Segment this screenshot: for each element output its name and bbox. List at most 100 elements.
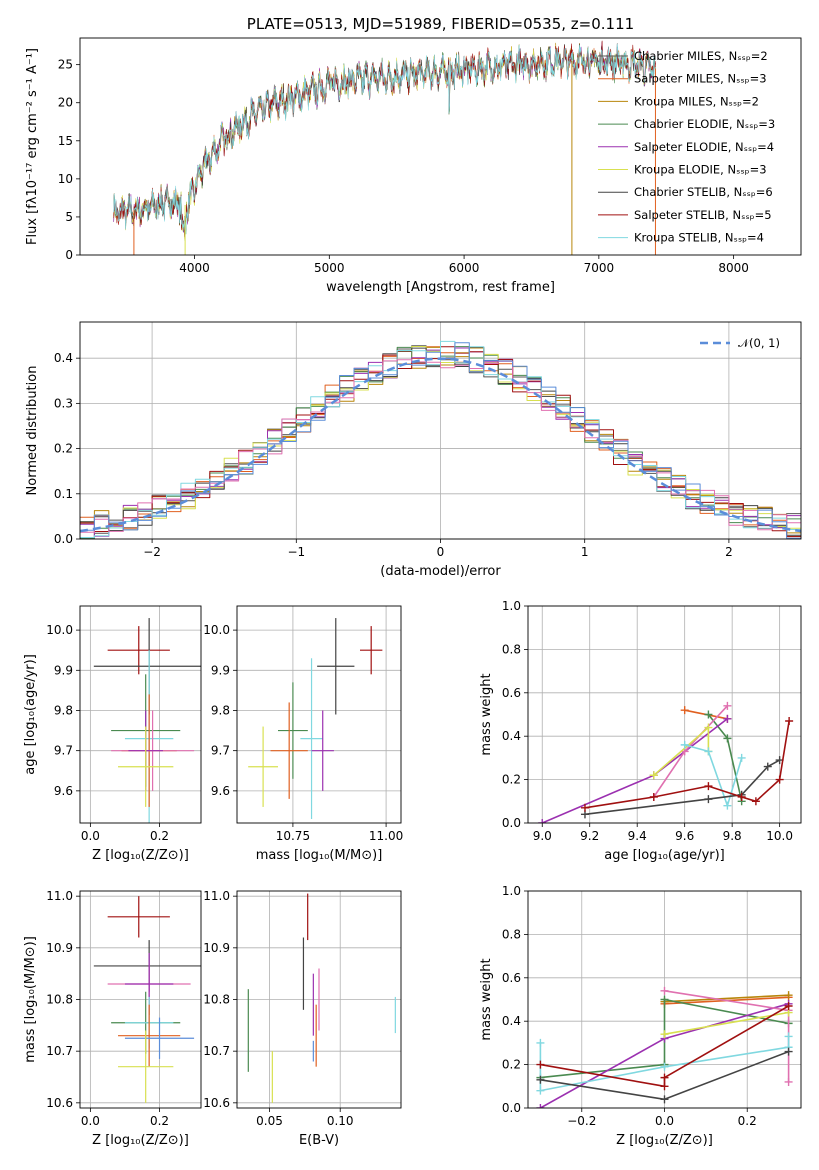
x-tick-label: 5000 [314, 261, 345, 275]
y-axis-label: Normed distribution [25, 366, 40, 496]
panel-6: 0.0 0.2 10.6 10.7 10.8 10.9 11.0 Z [log₁₀(Z/Z⊙)… [23, 889, 202, 1148]
plot-area [536, 986, 793, 1108]
x-tick-label: 9.4 [628, 829, 647, 843]
y-tick-label: 10.7 [203, 1044, 230, 1058]
y-tick-label: 9.6 [54, 784, 73, 798]
data-point-marker [784, 1032, 793, 1041]
y-axis-label: Flux [fλ10⁻¹⁷ erg cm⁻² s⁻¹ A⁻¹] [25, 48, 40, 245]
y-tick-label: 9.9 [211, 663, 230, 677]
data-point-marker [536, 1038, 545, 1047]
data-point-marker [785, 717, 794, 726]
mass-weight-line [584, 720, 790, 809]
y-tick-label: 9.7 [54, 744, 73, 758]
y-tick-label: 0 [65, 248, 73, 262]
legend-entry: 𝒩(0, 1) [738, 336, 780, 350]
data-point-marker [704, 795, 713, 804]
x-tick-label: 9.8 [723, 829, 742, 843]
data-point-marker [704, 710, 713, 719]
x-axis-label: Z [log₁₀(Z/Z⊙)] [92, 1133, 189, 1148]
data-point-marker [536, 1104, 545, 1108]
data-point-marker [660, 1095, 669, 1104]
y-tick-label: 0.0 [502, 1101, 521, 1115]
y-tick-label: 1.0 [502, 599, 521, 613]
y-tick-label: 11.0 [46, 889, 73, 903]
y-axis-label: mass [log₁₀(M/M⊙)] [23, 936, 38, 1063]
panel-3: 0.0 0.2 9.6 9.7 9.8 9.9 10.0 Z [log₁₀(Z/Z⊙)] age… [23, 605, 202, 863]
x-tick-label: 0.05 [256, 1114, 283, 1128]
x-tick-label: 10.0 [766, 829, 793, 843]
data-point-marker [775, 775, 784, 784]
x-axis-label: E(B-V) [299, 1133, 339, 1148]
data-point-marker [649, 792, 658, 801]
data-point-marker [660, 1030, 669, 1039]
mass-weight-line [664, 990, 790, 1082]
y-tick-label: 15 [58, 134, 73, 148]
plot-area [247, 893, 396, 1103]
y-tick-label: 0.8 [502, 642, 521, 656]
x-tick-label: 9.2 [580, 829, 599, 843]
panel-4: 10.75 11.00 9.6 9.7 9.8 9.9 10.0 mass [log₁₀(M/… [203, 605, 403, 863]
y-tick-label: 0.2 [54, 442, 73, 456]
y-tick-label: 10.6 [203, 1096, 230, 1110]
plot-area [80, 340, 801, 539]
y-tick-label: 20 [58, 96, 73, 110]
panel-7: 0.05 0.10 10.6 10.7 10.8 10.9 11.0 E(B-V) [203, 889, 402, 1148]
panel-5: 9.0 9.2 9.4 9.6 9.8 10.0 0.0 0.2 0.4 0.6 0.8 1.0 age… [479, 599, 802, 863]
mass-weight-line [664, 994, 789, 1003]
axes-frame [527, 605, 802, 824]
y-axis-label: mass weight [479, 673, 494, 755]
y-tick-label: 9.7 [211, 744, 230, 758]
data-point-marker [660, 1082, 669, 1091]
y-tick-label: 0.8 [502, 927, 521, 941]
y-tick-label: 10.7 [46, 1044, 73, 1058]
y-tick-label: 10.8 [46, 993, 73, 1007]
y-tick-label: 10.0 [203, 623, 230, 637]
x-tick-label: 9.6 [675, 829, 694, 843]
data-point-marker [763, 762, 772, 771]
legend-entry: Salpeter STELIB, Nₛₛₚ=5 [634, 208, 772, 222]
data-point-marker [723, 701, 732, 710]
data-point-marker [660, 995, 669, 1004]
legend-entry: Kroupa ELODIE, Nₛₛₚ=3 [634, 163, 767, 177]
legend-entry: Kroupa STELIB, Nₛₛₚ=4 [634, 231, 764, 245]
gaussian-curve [80, 357, 801, 533]
mass-weight-line [653, 726, 710, 776]
data-point-marker [704, 782, 713, 791]
x-tick-label: −0.2 [567, 1114, 596, 1128]
y-tick-label: 10.9 [46, 941, 73, 955]
x-tick-label: 10.75 [276, 829, 310, 843]
plot-area [113, 40, 656, 255]
x-axis-label: (data-model)/error [380, 564, 501, 579]
y-tick-label: 5 [65, 210, 73, 224]
plot-area [93, 618, 201, 823]
data-point-marker [680, 740, 689, 749]
panel-2: −2 −1 0 1 2 0.0 0.1 0.2 0.3 0.4 (data-model)/error… [25, 321, 802, 579]
y-tick-label: 0.2 [502, 773, 521, 787]
y-axis-label: age [log₁₀(age/yr)] [23, 654, 38, 775]
x-tick-label: −2 [143, 545, 161, 559]
x-axis-label: Z [log₁₀(Z/Z⊙)] [616, 1133, 713, 1148]
legend-entry: Chabrier MILES, Nₛₛₚ=2 [634, 49, 768, 63]
x-tick-label: 0.0 [81, 829, 100, 843]
mass-weight-line [540, 1005, 789, 1088]
x-tick-label: 4000 [179, 261, 210, 275]
data-point-marker [538, 819, 547, 823]
mass-weight-line [653, 705, 728, 798]
data-point-marker [536, 1086, 545, 1095]
y-tick-label: 1.0 [502, 884, 521, 898]
y-tick-label: 0.4 [502, 1014, 521, 1028]
x-tick-label: 6000 [449, 261, 480, 275]
panel-1: 4000 5000 6000 7000 8000 0 5 10 15 20 25 wavelength… [25, 15, 802, 295]
x-tick-label: −1 [287, 545, 305, 559]
chart-title: PLATE=0513, MJD=51989, FIBERID=0535, z=0… [247, 15, 634, 33]
plot-area [93, 896, 201, 1103]
data-point-marker [536, 1075, 545, 1084]
y-tick-label: 0.4 [502, 729, 521, 743]
x-tick-label: 2 [725, 545, 733, 559]
y-tick-label: 10.6 [46, 1096, 73, 1110]
data-point-marker [704, 747, 713, 756]
axes-frame [79, 37, 802, 256]
plot-area [538, 701, 794, 823]
y-tick-label: 0.0 [502, 816, 521, 830]
